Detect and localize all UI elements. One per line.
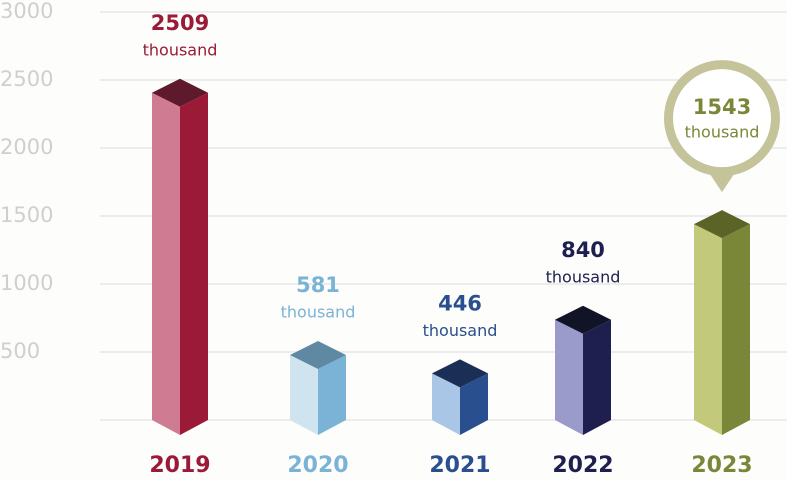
x-tick-label: 2022	[552, 453, 613, 478]
bar-front	[432, 373, 460, 435]
bar-front	[152, 92, 180, 435]
y-tick-label: 2500	[0, 67, 53, 91]
bar-side	[318, 354, 346, 435]
y-tick-label: 500	[0, 339, 40, 363]
bar-front	[694, 224, 722, 435]
value-unit: thousand	[546, 267, 621, 286]
bar-side	[722, 224, 750, 435]
value-label: 840	[561, 238, 605, 262]
bar-side	[180, 92, 208, 435]
y-tick-label: 1000	[0, 271, 53, 295]
value-label: 2509	[151, 11, 209, 35]
x-tick-label: 2020	[287, 453, 348, 478]
bar-top	[694, 210, 750, 239]
bar-top	[290, 340, 346, 369]
bar-top	[432, 359, 488, 388]
x-tick-label: 2023	[691, 453, 752, 478]
bar-side	[460, 373, 488, 435]
x-tick-label: 2021	[429, 453, 490, 478]
bar-top	[555, 305, 611, 334]
value-unit: thousand	[281, 302, 356, 321]
value-label: 581	[296, 273, 340, 297]
value-unit: thousand	[685, 123, 760, 142]
bar-side	[583, 319, 611, 435]
y-tick-label: 2000	[0, 135, 53, 159]
value-label: 446	[438, 291, 482, 315]
callout-disc	[673, 69, 771, 168]
y-tick-label: 1500	[0, 203, 53, 227]
value-label: 1543	[693, 95, 751, 119]
value-unit: thousand	[423, 321, 498, 340]
bar-front	[555, 319, 583, 435]
bar-front	[290, 354, 318, 435]
bar-top	[152, 78, 208, 107]
x-tick-label: 2019	[149, 453, 210, 478]
value-unit: thousand	[143, 40, 218, 59]
y-tick-label: 3000	[0, 0, 53, 23]
